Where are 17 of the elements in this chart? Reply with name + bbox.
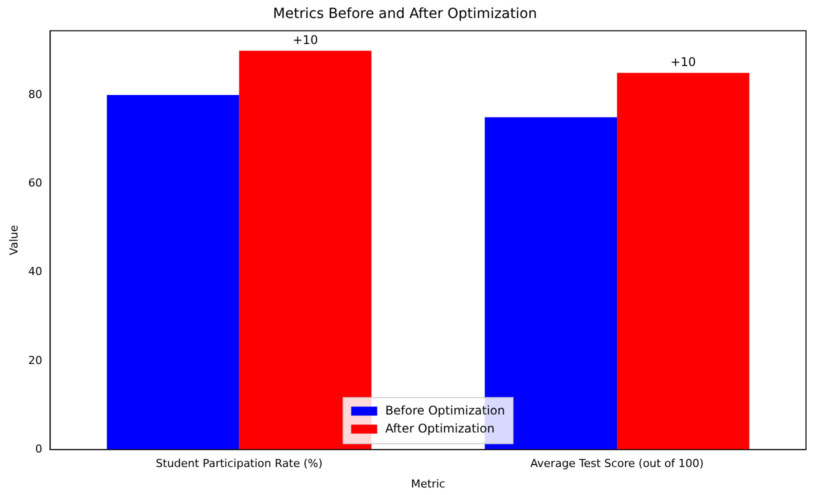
y-tick-label: 80: [28, 88, 42, 101]
x-tick-label: Average Test Score (out of 100): [530, 457, 704, 470]
x-tick-label: Student Participation Rate (%): [156, 457, 323, 470]
y-tick-label: 60: [28, 176, 42, 190]
y-tick-label: 0: [35, 442, 42, 456]
y-axis-title: Value: [7, 224, 20, 256]
x-axis-title: Metric: [410, 477, 446, 490]
legend-label: After Optimization: [385, 422, 495, 436]
legend-label: Before Optimization: [385, 404, 506, 418]
bar: [106, 95, 240, 450]
y-tick-label: 20: [28, 354, 42, 367]
annotation: +10: [292, 32, 318, 47]
y-tick-label: 40: [28, 265, 42, 278]
annotation: +10: [670, 55, 696, 70]
bar: [617, 72, 750, 450]
chart-title: Metrics Before and After Optimization: [273, 6, 537, 22]
bar: [239, 50, 372, 450]
